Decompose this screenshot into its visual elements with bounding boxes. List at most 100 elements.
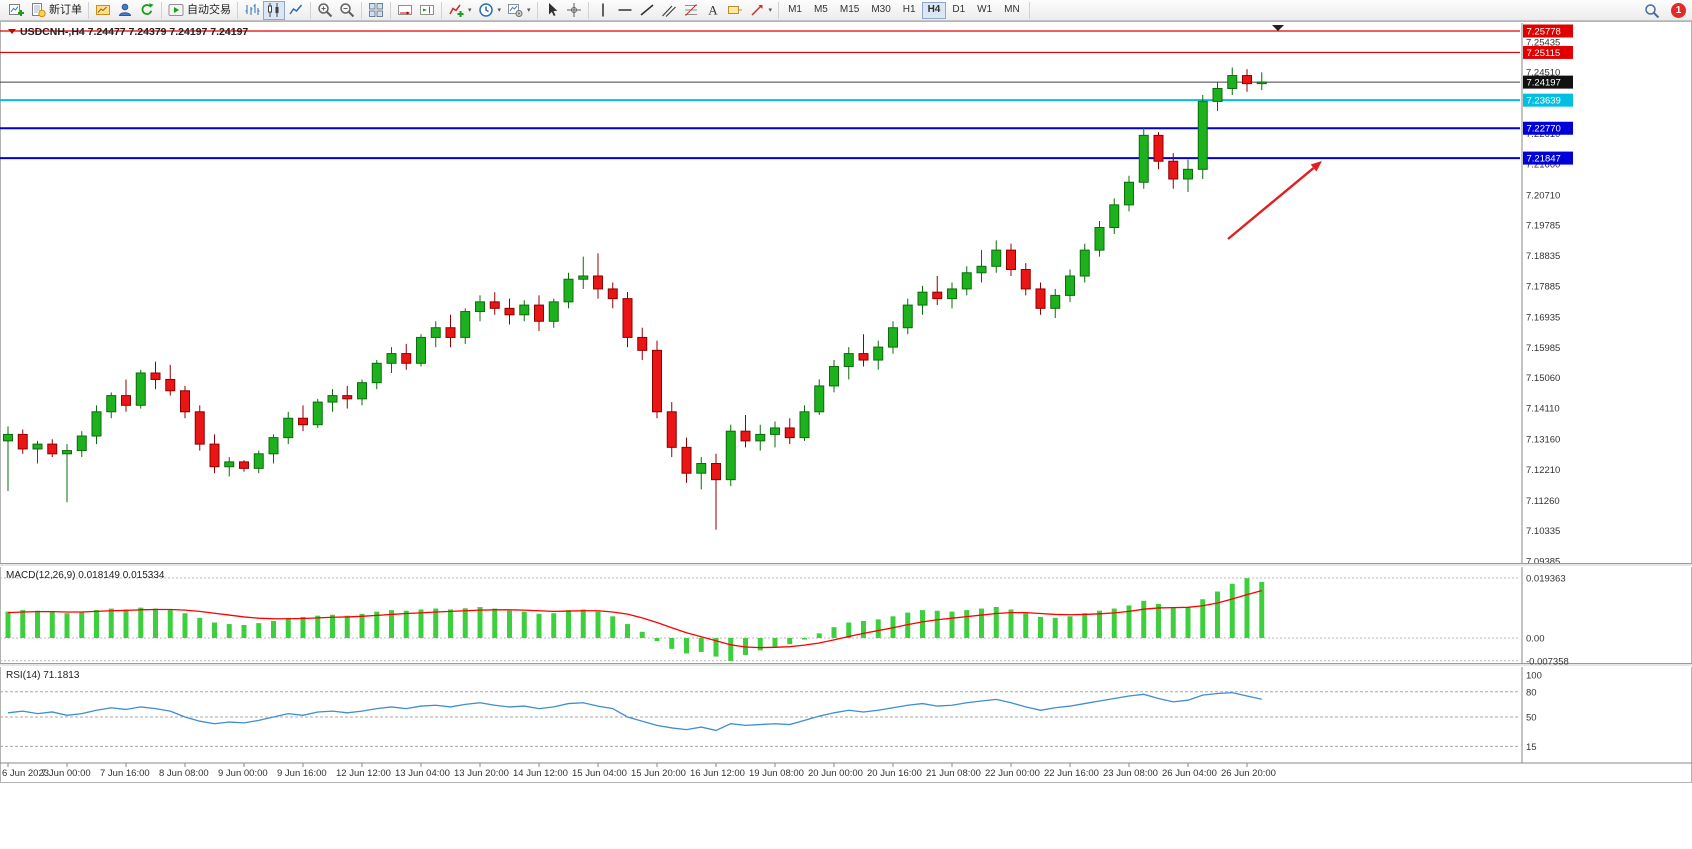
navigator-button[interactable] [114,1,136,20]
svg-text:7.13160: 7.13160 [1526,434,1560,445]
chart-shift-marker-icon[interactable] [1272,25,1284,31]
rsi-line [7,691,1262,732]
svg-text:22 Jun 16:00: 22 Jun 16:00 [1044,768,1099,779]
text-label-icon [727,6,742,14]
fibonacci-tool-button[interactable] [680,1,702,20]
text-label-tool-button[interactable] [724,1,746,20]
svg-text:7.24197: 7.24197 [1527,78,1561,89]
tile-windows-button[interactable] [365,1,387,20]
autotrade-play-icon [168,4,184,16]
cursor-icon [548,3,557,16]
tf-m30-button[interactable]: M30 [865,2,896,19]
navigator-icon [118,3,132,16]
notification-badge[interactable]: 1 [1671,3,1686,18]
svg-text:7.21847: 7.21847 [1527,154,1561,165]
toolbar-group-trading: 自动交易 [162,1,238,20]
text-icon: A [708,3,718,18]
toolbar-group-zoom [311,1,362,20]
tf-h1-button[interactable]: H1 [897,2,922,19]
svg-text:7.18835: 7.18835 [1526,251,1560,262]
svg-text:-0.007358: -0.007358 [1526,656,1569,667]
price-scale: 7.254357.245107.235607.226107.216607.207… [1521,23,1573,763]
svg-text:7.25778: 7.25778 [1527,27,1561,38]
svg-text:15 Jun 04:00: 15 Jun 04:00 [572,768,627,779]
bar-chart-mode-button[interactable] [241,1,263,20]
tf-mn-button[interactable]: MN [998,2,1026,19]
svg-text:7.24510: 7.24510 [1526,67,1560,78]
horizontal-line-tool-button[interactable] [614,1,636,20]
level-lines[interactable] [0,30,1520,160]
candlestick-icon [268,3,279,17]
svg-text:A: A [708,3,718,18]
svg-text:15: 15 [1526,742,1537,753]
zoom-out-button[interactable] [336,1,358,20]
auto-scroll-button[interactable] [394,1,416,20]
svg-text:7.19785: 7.19785 [1526,220,1560,231]
svg-text:7.14110: 7.14110 [1526,404,1560,415]
svg-text:50: 50 [1526,713,1537,724]
toolbar-group-timeframes: M1 M5 M15 M30 H1 H4 D1 W1 MN [779,1,1030,19]
svg-text:23 Jun 08:00: 23 Jun 08:00 [1103,768,1158,779]
svg-text:7.23639: 7.23639 [1527,96,1561,107]
macd-panel: 0.019363 0.00 -0.007358 MACD(12,26,9) 0.018… [0,570,1569,667]
chart-title: USDCNH-,H4 7.24477 7.24379 7.24197 7.241… [8,25,1284,38]
trend-arrow[interactable] [1227,161,1322,240]
price-chart-canvas[interactable]: USDCNH-,H4 7.24477 7.24379 7.24197 7.241… [0,21,1692,844]
trendline-tool-button[interactable] [636,1,658,20]
arrows-tool-button[interactable]: ▾ [746,1,776,20]
templates-button[interactable]: ▾ [504,1,534,20]
new-chart-button[interactable] [5,1,27,20]
tf-m15-button[interactable]: M15 [834,2,865,19]
toolbar: 新订单 自动交易 ▾ ▾ ▾ A ▾ M1 M5 M15 M30 H1 H4 D1 W1 MN 1 [0,0,1692,21]
svg-text:USDCNH-,H4 7.24477 7.24379 7.: USDCNH-,H4 7.24477 7.24379 7.24197 7.241… [20,26,248,38]
refresh-button[interactable] [136,1,158,20]
refresh-icon [141,3,154,15]
svg-text:26 Jun 04:00: 26 Jun 04:00 [1162,768,1217,779]
equidistant-channel-tool-button[interactable] [658,1,680,20]
chart-shift-button[interactable] [416,1,438,20]
symbol-marker-icon [8,29,16,34]
fibonacci-icon [684,4,697,16]
svg-text:7.09385: 7.09385 [1526,556,1560,567]
equidistant-channel-icon [661,5,676,17]
svg-text:7.20710: 7.20710 [1526,190,1560,201]
tf-h4-button[interactable]: H4 [921,1,947,19]
tf-m1-button[interactable]: M1 [782,2,808,19]
svg-text:20 Jun 16:00: 20 Jun 16:00 [867,768,922,779]
svg-text:13 Jun 04:00: 13 Jun 04:00 [395,768,450,779]
periods-clock-icon [478,3,493,17]
market-watch-button[interactable] [92,1,114,20]
periods-button[interactable]: ▾ [475,1,505,20]
candlestick-mode-button[interactable] [263,0,285,20]
search-button[interactable] [1641,1,1663,20]
vertical-line-tool-button[interactable] [592,1,614,20]
indicators-button[interactable]: ▾ [445,1,475,20]
svg-text:15 Jun 20:00: 15 Jun 20:00 [631,768,686,779]
svg-text:7.15060: 7.15060 [1526,373,1560,384]
tf-w1-button[interactable]: W1 [971,2,998,19]
search-icon [1645,3,1660,18]
new-order-doc-icon [32,3,46,18]
toolbar-group-scrolling [391,1,442,20]
tf-m5-button[interactable]: M5 [808,2,834,19]
svg-text:19 Jun 08:00: 19 Jun 08:00 [749,768,804,779]
svg-text:7.22770: 7.22770 [1527,124,1561,135]
svg-text:7.25435: 7.25435 [1526,38,1560,49]
crosshair-button[interactable] [563,1,585,20]
new-chart-icon [9,4,24,16]
zoom-in-button[interactable] [314,1,336,20]
chevron-down-icon: ▾ [527,7,531,14]
auto-trading-label: 自动交易 [187,3,231,16]
line-chart-mode-button[interactable] [285,1,307,20]
auto-trading-button[interactable]: 自动交易 [165,1,234,20]
text-tool-button[interactable]: A [702,1,724,20]
svg-text:7.12210: 7.12210 [1526,465,1560,476]
svg-text:7.17885: 7.17885 [1526,282,1560,293]
indicators-icon [449,4,464,17]
svg-text:7.25115: 7.25115 [1527,48,1561,59]
svg-text:RSI(14) 71.1813: RSI(14) 71.1813 [6,670,80,681]
cursor-button[interactable] [541,1,563,20]
new-order-button[interactable]: 新订单 [27,1,85,20]
tf-d1-button[interactable]: D1 [946,2,971,19]
